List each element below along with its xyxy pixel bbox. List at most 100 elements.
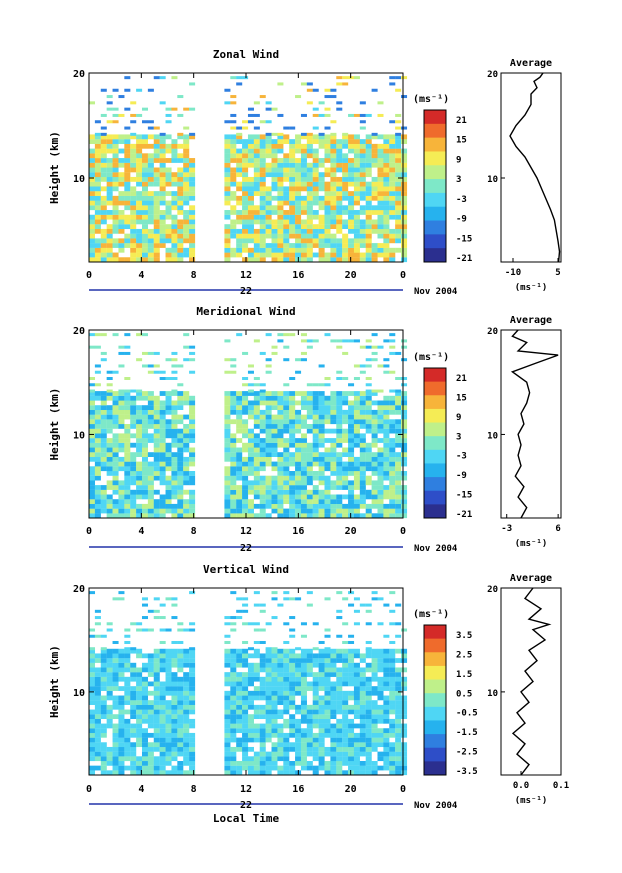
field-cell — [112, 438, 119, 443]
field-cell — [124, 214, 131, 220]
field-cell — [295, 391, 302, 396]
field-cell — [312, 167, 319, 173]
field-cell — [300, 695, 307, 701]
field-cell — [136, 765, 143, 771]
field-cell — [242, 143, 249, 149]
field-cell — [318, 214, 325, 220]
field-cell — [265, 153, 272, 159]
field-cell — [265, 395, 272, 401]
field-cell — [236, 676, 243, 682]
field-cell — [171, 597, 178, 601]
field-cell — [89, 591, 96, 595]
field-cell — [189, 438, 196, 443]
field-cell — [359, 667, 366, 673]
field-cell — [265, 475, 272, 481]
field-cell — [183, 172, 190, 178]
field-cell — [183, 233, 190, 239]
field-cell — [242, 383, 249, 387]
field-cell — [295, 148, 302, 154]
field-cell — [136, 513, 143, 519]
field-cell — [389, 447, 396, 453]
field-cell — [100, 658, 107, 663]
field-cell — [159, 172, 166, 178]
field-cell — [389, 400, 396, 406]
field-cell — [242, 214, 249, 220]
field-cell — [271, 162, 278, 168]
field-cell — [300, 252, 307, 258]
field-cell — [324, 400, 331, 406]
field-cell — [100, 433, 107, 439]
field-cell — [395, 489, 402, 495]
field-cell — [230, 370, 237, 374]
field-cell — [353, 742, 360, 748]
field-cell — [289, 475, 296, 481]
field-cell — [189, 219, 196, 225]
field-cell — [189, 751, 196, 757]
field-cell — [271, 186, 278, 192]
field-cell — [383, 400, 390, 406]
field-cell — [147, 723, 154, 729]
field-cell — [353, 134, 360, 140]
field-cell — [100, 351, 107, 355]
field-cell — [112, 667, 119, 673]
field-cell — [94, 742, 101, 748]
field-cell — [224, 728, 231, 734]
field-cell — [100, 461, 107, 467]
field-cell — [377, 224, 384, 230]
field-cell — [318, 746, 325, 752]
profile-line — [510, 329, 559, 519]
field-cell — [153, 760, 160, 766]
field-cell — [365, 219, 372, 225]
field-cell — [342, 480, 349, 486]
field-cell — [371, 433, 378, 439]
field-cell — [395, 471, 402, 476]
field-cell — [330, 200, 337, 206]
field-cell — [89, 456, 96, 462]
field-cell — [247, 499, 254, 505]
field-cell — [242, 513, 249, 519]
field-cell — [106, 447, 113, 453]
field-cell — [336, 247, 343, 253]
field-cell — [306, 395, 313, 401]
field-cell — [147, 153, 154, 159]
field-cell — [377, 485, 384, 490]
field-cell — [371, 513, 378, 519]
field-cell — [401, 667, 408, 673]
field-cell — [118, 433, 125, 439]
field-cell — [348, 424, 355, 429]
field-cell — [306, 442, 313, 448]
field-cell — [94, 658, 101, 663]
field-cell — [300, 489, 307, 495]
field-cell — [318, 723, 325, 729]
field-cell — [271, 690, 278, 696]
field-cell — [141, 714, 149, 720]
field-cell — [236, 760, 243, 766]
field-cell — [89, 489, 96, 495]
field-cell — [401, 770, 408, 776]
colorbar-segment — [424, 652, 446, 667]
colorbar-tick-label: -0.5 — [456, 709, 478, 719]
field-cell — [242, 228, 249, 234]
field-cell — [401, 134, 408, 140]
field-cell — [177, 489, 184, 495]
field-cell — [112, 88, 119, 92]
field-cell — [265, 765, 272, 771]
field-cell — [89, 765, 96, 771]
field-cell — [289, 667, 296, 673]
field-cell — [277, 480, 284, 486]
field-cell — [183, 438, 190, 443]
field-cell — [171, 471, 178, 476]
field-cell — [401, 162, 408, 168]
field-cell — [306, 176, 313, 182]
field-cell — [389, 770, 396, 776]
field-cell — [395, 438, 402, 443]
field-cell — [147, 433, 154, 439]
field-cell — [112, 228, 119, 234]
field-cell — [383, 672, 390, 677]
field-cell — [141, 238, 149, 244]
field-cell — [306, 148, 313, 154]
field-cell — [295, 95, 302, 99]
field-cell — [342, 191, 349, 196]
field-cell — [106, 648, 113, 654]
field-cell — [153, 153, 160, 159]
